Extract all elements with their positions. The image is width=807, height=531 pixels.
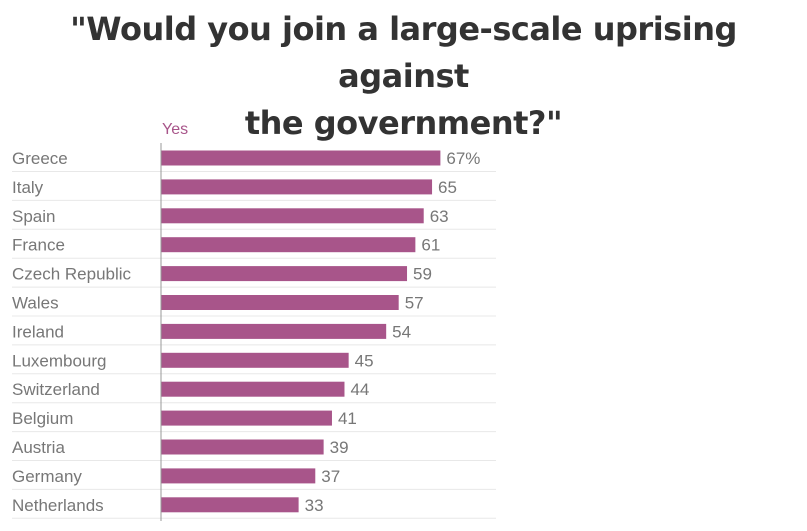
bar: [161, 439, 324, 455]
bar: [161, 295, 399, 310]
chart-title-line-1: "Would you join a large-scale uprising a…: [70, 10, 737, 95]
value-label: 45: [355, 351, 374, 370]
category-label: Belgium: [12, 409, 73, 428]
value-label: 67%: [446, 149, 480, 168]
bar: [161, 468, 316, 484]
series-label-yes: Yes: [162, 121, 188, 138]
category-label: Luxembourg: [12, 351, 107, 370]
bar: [161, 381, 345, 397]
bar: [161, 208, 424, 224]
category-label: Netherlands: [12, 496, 104, 515]
bar: [161, 323, 387, 339]
chart-title-line-2: the government?": [244, 104, 563, 142]
bar: [161, 179, 433, 195]
category-label: Spain: [12, 207, 55, 226]
category-label: Czech Republic: [12, 265, 132, 284]
bar: [161, 150, 441, 166]
value-label: 54: [392, 322, 411, 341]
category-label: Italy: [12, 178, 44, 197]
value-label: 61: [421, 236, 440, 255]
bar: [161, 237, 416, 253]
category-label: Wales: [12, 294, 59, 313]
category-label: Ireland: [12, 322, 64, 341]
bar: [161, 266, 408, 282]
value-label: 59: [413, 265, 432, 284]
value-label: 65: [438, 178, 457, 197]
chart-title: "Would you join a large-scale uprising a…: [0, 6, 807, 147]
value-label: 44: [350, 380, 369, 399]
bar: [161, 352, 349, 368]
value-label: 33: [305, 496, 324, 515]
value-label: 37: [321, 467, 340, 486]
bar: [161, 410, 332, 426]
value-label: 39: [330, 438, 349, 457]
category-label: France: [12, 236, 65, 255]
value-label: 41: [338, 409, 357, 428]
category-label: Germany: [12, 467, 82, 486]
value-label: 57: [405, 294, 424, 313]
value-label: 63: [430, 207, 449, 226]
category-label: Austria: [12, 438, 65, 457]
category-label: Greece: [12, 149, 68, 168]
category-label: Switzerland: [12, 380, 100, 399]
bar: [161, 497, 299, 513]
